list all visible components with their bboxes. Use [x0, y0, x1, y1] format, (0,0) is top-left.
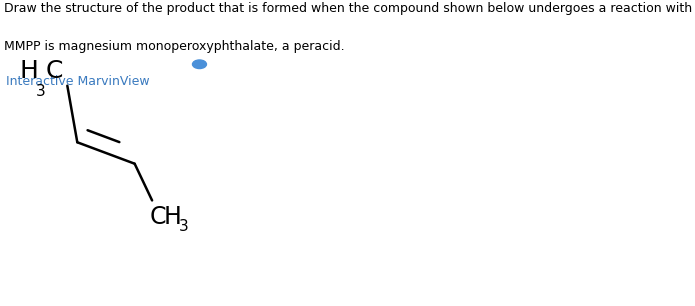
- Text: 3: 3: [36, 84, 46, 99]
- Text: C: C: [46, 59, 63, 83]
- Text: MMPP is magnesium monoperoxyphthalate, a peracid.: MMPP is magnesium monoperoxyphthalate, a…: [4, 40, 345, 53]
- Text: C: C: [149, 205, 166, 229]
- Text: 3: 3: [179, 219, 188, 234]
- Text: Interactive MarvinView: Interactive MarvinView: [6, 75, 149, 88]
- Text: H: H: [163, 205, 181, 229]
- Circle shape: [193, 60, 206, 69]
- Text: Draw the structure of the product that is formed when the compound shown below u: Draw the structure of the product that i…: [4, 2, 695, 14]
- Text: i: i: [197, 59, 202, 69]
- Text: H: H: [20, 59, 39, 83]
